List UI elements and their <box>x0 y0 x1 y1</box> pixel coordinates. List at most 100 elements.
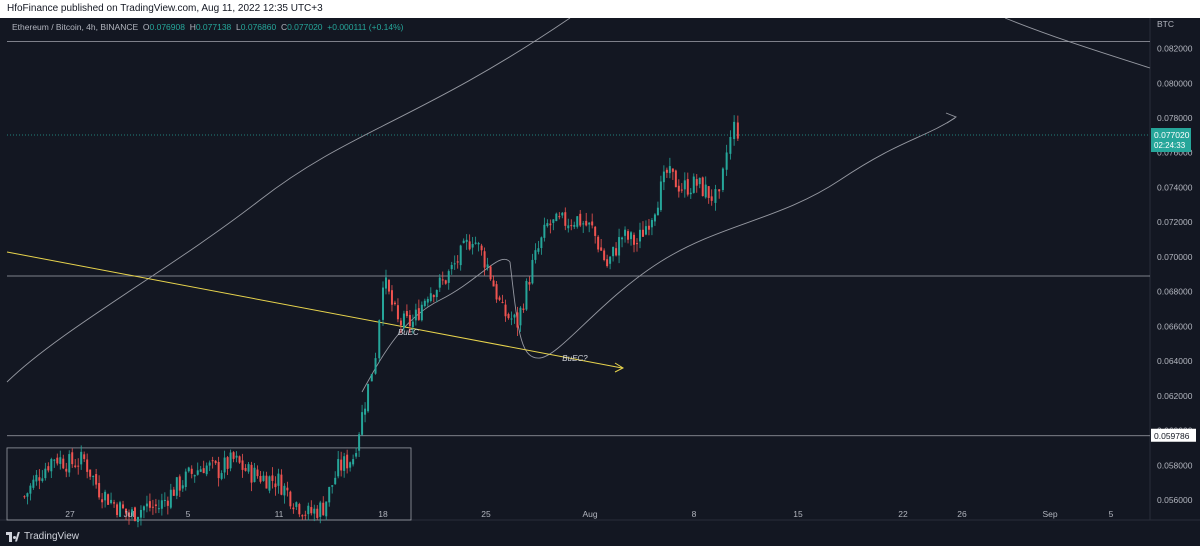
candle-body-107 <box>343 456 346 471</box>
candle-body-143 <box>453 263 456 265</box>
candle-body-150 <box>474 242 477 244</box>
time-tick-8[interactable]: 15 <box>793 509 803 519</box>
candle-body-4 <box>35 474 38 482</box>
candle-body-234 <box>729 137 732 154</box>
candle-body-13 <box>62 458 65 469</box>
candle-body-214 <box>665 169 668 173</box>
price-tick-4[interactable]: 0.074000 <box>1157 182 1193 192</box>
candle-body-74 <box>244 468 247 471</box>
candle-body-223 <box>692 176 695 193</box>
candle-body-82 <box>268 476 271 491</box>
price-tick-5[interactable]: 0.072000 <box>1157 217 1193 227</box>
price-tick-7[interactable]: 0.068000 <box>1157 287 1193 297</box>
price-tick-3[interactable]: 0.076000 <box>1157 148 1193 158</box>
time-tick-9[interactable]: 22 <box>898 509 908 519</box>
candle-body-12 <box>59 457 62 464</box>
candle-body-151 <box>477 243 480 245</box>
candle-body-112 <box>358 434 361 451</box>
candle-body-189 <box>591 221 594 226</box>
candle-body-45 <box>157 508 160 510</box>
range-box <box>6 447 412 521</box>
high-value: 0.077138 <box>195 22 232 32</box>
price-tick-0[interactable]: 0.082000 <box>1157 44 1193 54</box>
candle-body-140 <box>444 280 447 284</box>
candle-body-212 <box>659 181 662 211</box>
candle-body-121 <box>387 279 390 292</box>
candle-body-164 <box>516 312 519 328</box>
candle-body-208 <box>647 225 650 230</box>
time-tick-5[interactable]: 25 <box>481 509 491 519</box>
time-tick-7[interactable]: 8 <box>692 509 697 519</box>
price-tick-6[interactable]: 0.070000 <box>1157 252 1193 262</box>
time-tick-11[interactable]: Sep <box>1042 509 1057 519</box>
time-tick-6[interactable]: Aug <box>582 509 597 519</box>
published-header: HfoFinance published on TradingView.com,… <box>0 0 1200 18</box>
candle-body-233 <box>725 152 728 170</box>
candle-body-213 <box>662 171 665 183</box>
candle-body-72 <box>238 456 241 463</box>
candle-body-63 <box>211 460 214 462</box>
price-tick-8[interactable]: 0.066000 <box>1157 321 1193 331</box>
candle-body-119 <box>382 287 384 320</box>
outer-arc-curve <box>1004 18 1151 69</box>
candle-body-178 <box>558 216 561 218</box>
candle-body-230 <box>714 189 717 203</box>
tradingview-logo-icon <box>6 531 20 542</box>
time-tick-0[interactable]: 27 <box>65 509 75 519</box>
candle-body-181 <box>567 225 570 229</box>
candle-body-139 <box>441 279 444 281</box>
candle-body-67 <box>223 457 226 473</box>
candle-body-152 <box>480 245 483 251</box>
currency-label[interactable]: BTC <box>1157 19 1174 29</box>
candle-body-46 <box>160 500 163 509</box>
time-tick-3[interactable]: 11 <box>275 509 284 519</box>
tradingview-brand[interactable]: TradingView <box>6 531 79 542</box>
price-axis[interactable]: 0.082000 0.080000 0.078000 0.076000 0.074000… <box>1151 19 1196 505</box>
candle-body-15 <box>68 454 71 473</box>
candle-body-105 <box>337 459 340 477</box>
price-tick-9[interactable]: 0.064000 <box>1157 356 1193 366</box>
time-axis[interactable]: 27 Jul 5 11 18 25 Aug 8 15 22 26 Sep 5 <box>65 509 1113 519</box>
published-text: HfoFinance published on TradingView.com,… <box>7 3 323 14</box>
candle-body-236 <box>736 122 739 139</box>
price-chart[interactable]: BuEC BuEC? 0.082000 0.080000 0.078000 0.0760… <box>0 18 1200 529</box>
candle-body-201 <box>627 231 630 240</box>
candle-body-77 <box>253 467 256 483</box>
candle-body-65 <box>217 461 220 479</box>
candle-body-30 <box>113 502 116 504</box>
candle-body-101 <box>325 501 328 517</box>
candle-body-122 <box>390 290 393 305</box>
candle-body-159 <box>501 301 504 303</box>
candle-body-24 <box>95 474 98 485</box>
candle-body-32 <box>119 502 122 517</box>
candle-body-170 <box>534 250 537 260</box>
candle-body-144 <box>456 261 459 263</box>
price-tick-1[interactable]: 0.080000 <box>1157 78 1193 88</box>
time-tick-12[interactable]: 5 <box>1109 509 1114 519</box>
candle-body-173 <box>543 224 546 238</box>
price-tick-12[interactable]: 0.058000 <box>1157 460 1193 470</box>
time-tick-10[interactable]: 26 <box>957 509 967 519</box>
candle-body-52 <box>178 476 181 491</box>
price-tick-2[interactable]: 0.078000 <box>1157 113 1193 123</box>
candle-body-196 <box>612 246 615 257</box>
candle-body-5 <box>38 477 41 481</box>
candle-body-138 <box>438 277 441 288</box>
candle-body-176 <box>552 219 555 223</box>
candle-body-198 <box>618 237 621 256</box>
close-label: C <box>280 22 288 32</box>
candle-body-127 <box>405 310 408 317</box>
time-tick-1[interactable]: Jul <box>124 509 135 519</box>
candle-body-209 <box>650 219 653 228</box>
candle-body-165 <box>519 307 522 326</box>
candle-body-148 <box>468 241 471 250</box>
time-tick-2[interactable]: 5 <box>186 509 191 519</box>
price-tick-10[interactable]: 0.062000 <box>1157 391 1193 401</box>
symbol-title[interactable]: Ethereum / Bitcoin, 4h, BINANCE <box>12 22 139 32</box>
annotation-label-0: BuEC <box>398 328 419 337</box>
candle-body-146 <box>462 240 465 244</box>
time-tick-4[interactable]: 18 <box>378 509 388 519</box>
candle-body-19 <box>80 451 83 465</box>
price-tick-13[interactable]: 0.056000 <box>1157 495 1193 505</box>
candle-body-216 <box>671 168 674 172</box>
